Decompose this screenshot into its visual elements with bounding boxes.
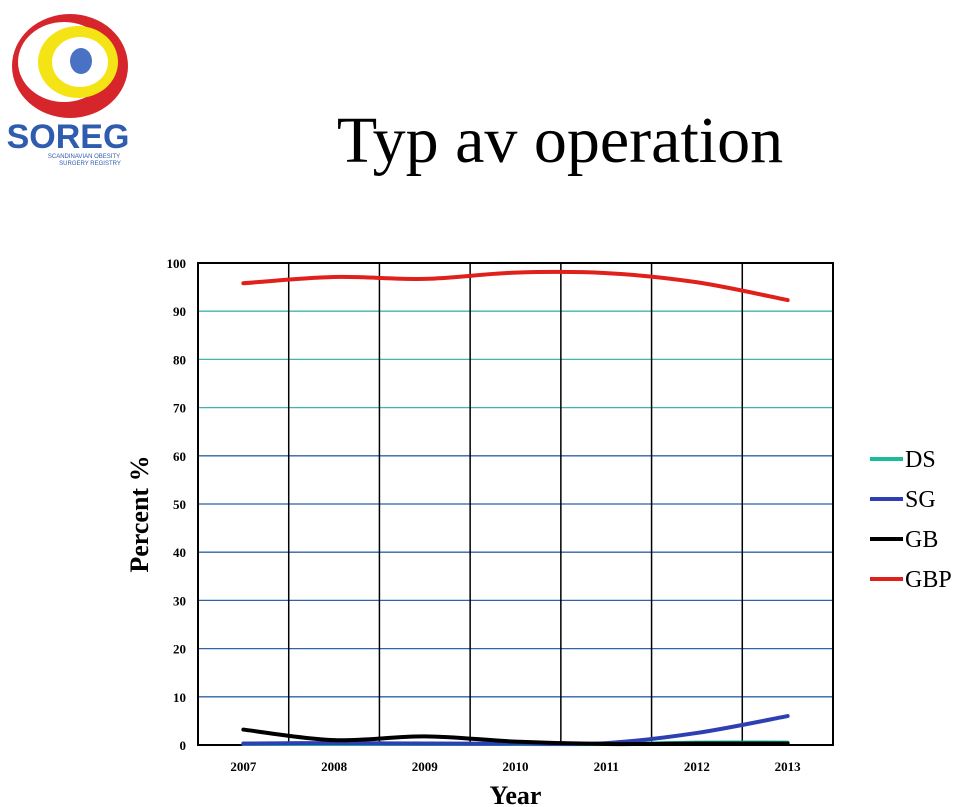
- legend-label-ds: DS: [905, 447, 936, 473]
- y-tick-10: 10: [173, 690, 186, 705]
- y-tick-90: 90: [173, 304, 186, 319]
- slide-title: Typ av operation: [336, 104, 784, 177]
- x-tick-2009: 2009: [412, 759, 439, 774]
- series-line-gb: [241, 727, 790, 747]
- logo-center-dot: [70, 48, 92, 74]
- x-tick-2013: 2013: [775, 759, 802, 774]
- logo-text: SOREG: [7, 118, 130, 156]
- x-tick-labels: 2007 2008 2009 2010 2011 2012 2013: [230, 759, 801, 774]
- vertical-grid-lines: [287, 263, 744, 745]
- y-tick-labels: 0 10 20 30 40 50 60 70 80 90 100: [167, 256, 187, 753]
- y-tick-0: 0: [180, 738, 187, 753]
- soreg-logo: SOREG SCANDINAVIAN OBESITY SURGERY REGIS…: [7, 14, 130, 167]
- series-line-gbp: [241, 269, 790, 303]
- grid-lines: [198, 310, 833, 698]
- y-tick-70: 70: [173, 401, 186, 416]
- x-axis-label: Year: [490, 781, 542, 807]
- x-tick-2012: 2012: [684, 759, 710, 774]
- y-tick-80: 80: [173, 352, 186, 367]
- logo-subtitle-2: SURGERY REGISTRY: [59, 161, 121, 167]
- y-tick-60: 60: [173, 449, 186, 464]
- legend: DS SG GB GBP: [870, 447, 952, 593]
- series-lines: [241, 269, 790, 747]
- x-tick-2010: 2010: [503, 759, 529, 774]
- y-tick-20: 20: [173, 642, 186, 657]
- x-tick-2011: 2011: [594, 759, 619, 774]
- y-tick-30: 30: [173, 593, 186, 608]
- y-axis-label: Percent %: [125, 455, 154, 572]
- x-tick-2007: 2007: [230, 759, 257, 774]
- legend-label-sg: SG: [905, 487, 936, 513]
- y-tick-100: 100: [167, 256, 187, 271]
- legend-label-gbp: GBP: [905, 567, 952, 593]
- legend-label-gb: GB: [905, 527, 938, 553]
- logo-subtitle-1: SCANDINAVIAN OBESITY: [48, 154, 120, 160]
- y-tick-50: 50: [173, 497, 186, 512]
- x-tick-2008: 2008: [321, 759, 348, 774]
- y-tick-40: 40: [173, 545, 186, 560]
